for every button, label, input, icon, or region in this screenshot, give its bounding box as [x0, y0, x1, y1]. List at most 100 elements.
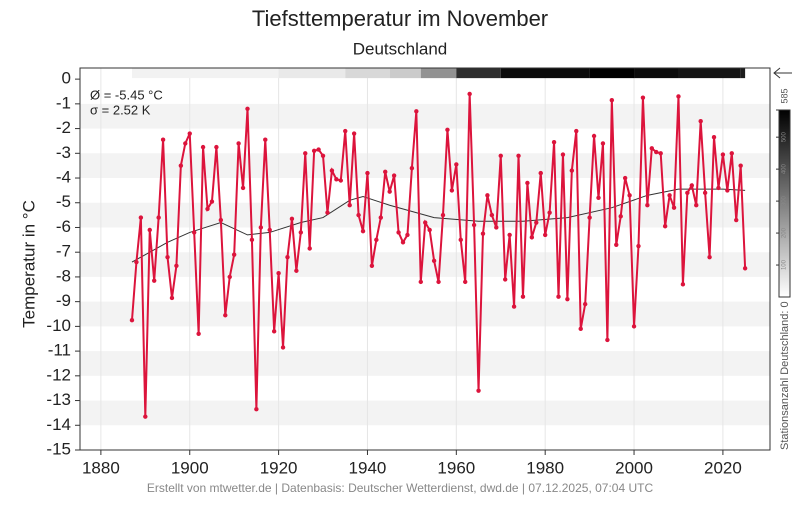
data-point	[471, 222, 477, 228]
data-point	[267, 227, 272, 233]
data-point	[676, 94, 681, 99]
data-point	[178, 163, 184, 168]
grid-band	[80, 153, 770, 179]
data-point	[485, 193, 490, 198]
station-strip	[634, 68, 679, 79]
footer: Erstellt von mtwetter.de | Datenbasis: D…	[147, 481, 654, 495]
data-point	[440, 212, 446, 218]
data-point	[622, 175, 628, 181]
data-point	[414, 109, 419, 114]
plot-border	[79, 67, 771, 451]
station-strip	[456, 68, 501, 79]
data-point	[729, 151, 734, 156]
data-point	[551, 139, 557, 145]
colorbar-tick-label: 585	[779, 88, 789, 103]
y-tick-label: -15	[46, 439, 71, 458]
data-point	[463, 279, 468, 285]
data-point	[183, 141, 188, 146]
x-tick-label: 1880	[82, 458, 120, 477]
station-strip	[740, 68, 746, 79]
y-tick-label: -12	[46, 365, 71, 384]
data-point	[298, 230, 304, 235]
data-point	[649, 146, 655, 151]
data-point	[249, 237, 255, 243]
data-point	[245, 106, 250, 111]
data-point	[369, 263, 375, 268]
chart-title: Tiefsttemperatur im November	[252, 6, 548, 31]
data-point	[587, 215, 592, 220]
data-point	[454, 162, 459, 167]
data-point	[400, 240, 406, 245]
data-point	[418, 279, 423, 285]
data-point	[556, 294, 561, 299]
data-point	[711, 135, 717, 140]
data-point	[436, 279, 441, 285]
y-tick-label: -11	[48, 341, 71, 360]
data-point	[645, 203, 650, 208]
data-point	[285, 254, 290, 260]
data-point	[662, 224, 668, 229]
data-point	[458, 237, 463, 243]
data-point	[383, 169, 388, 175]
data-point	[307, 246, 312, 251]
data-point	[502, 277, 508, 282]
x-tick-label: 2000	[615, 458, 653, 477]
data-point	[742, 266, 748, 271]
data-point	[702, 190, 708, 196]
data-point	[467, 91, 472, 97]
data-point	[209, 199, 215, 204]
data-point	[494, 225, 499, 230]
data-point	[511, 304, 517, 309]
data-point	[431, 258, 437, 264]
y-tick-label: -8	[56, 266, 71, 285]
y-tick-label: -6	[56, 217, 71, 236]
station-strip	[131, 68, 279, 79]
data-point	[343, 128, 348, 134]
data-point	[569, 168, 575, 173]
data-point	[236, 141, 241, 146]
data-point	[574, 128, 579, 134]
x-tick-label: 1960	[437, 458, 475, 477]
data-point	[165, 254, 170, 260]
data-point	[151, 278, 157, 283]
colorbar-tick-label: 200	[782, 227, 788, 238]
data-point	[227, 274, 232, 280]
data-point	[547, 210, 552, 215]
x-tick-label: 1940	[349, 458, 387, 477]
station-strip	[345, 68, 390, 79]
data-point	[294, 268, 299, 273]
data-point	[525, 180, 530, 186]
data-point	[387, 189, 392, 194]
data-point	[360, 228, 366, 234]
data-point	[640, 95, 646, 100]
data-point	[231, 252, 237, 257]
data-point	[689, 183, 695, 188]
data-point	[480, 231, 486, 236]
data-point	[658, 151, 663, 156]
data-point	[271, 329, 277, 334]
data-point	[258, 225, 264, 230]
stat-text: σ = 2.52 K	[90, 102, 151, 117]
y-tick-label: -7	[56, 242, 71, 261]
data-point	[516, 153, 521, 158]
data-point	[631, 324, 637, 329]
data-point	[423, 220, 428, 225]
data-point	[734, 217, 739, 223]
colorbar-label: Stationsanzahl Deutschland: 0	[779, 301, 791, 450]
data-point	[134, 259, 139, 265]
grid-band	[80, 252, 770, 277]
data-point	[725, 188, 730, 193]
data-point	[316, 147, 321, 152]
colorbar	[778, 109, 791, 298]
y-tick-label: -10	[46, 316, 71, 335]
data-point	[591, 133, 597, 139]
data-point	[449, 188, 455, 193]
data-point	[618, 214, 623, 219]
data-point	[263, 137, 268, 142]
colorbar-tick-label: 100	[782, 259, 788, 270]
data-point	[329, 168, 335, 173]
x-tick-label: 1980	[526, 458, 564, 477]
data-point	[738, 163, 743, 168]
y-tick-label: -14	[46, 415, 71, 434]
data-point	[138, 215, 144, 220]
